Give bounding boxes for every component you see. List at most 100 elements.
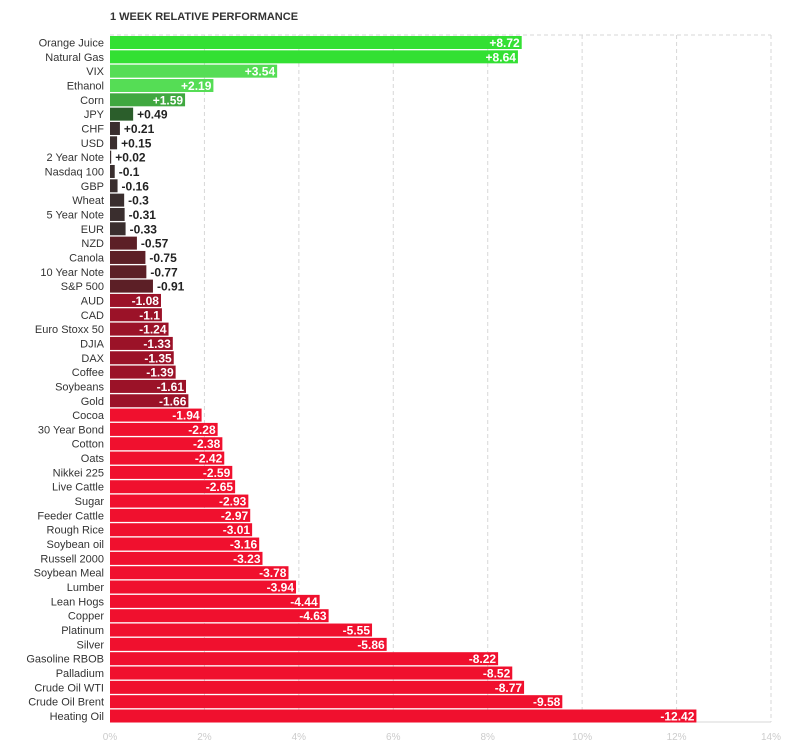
category-label: Canola	[69, 252, 105, 264]
category-label: 30 Year Bond	[38, 424, 104, 436]
x-tick-label: 14%	[761, 732, 781, 741]
bar-row: Gasoline RBOB -8.22	[26, 652, 499, 666]
bar-row: EUR -0.33	[81, 222, 157, 236]
bar	[110, 365, 176, 379]
value-label: -3.23	[233, 552, 261, 566]
value-label: -2.42	[195, 452, 223, 466]
bar-row: Palladium -8.52	[56, 666, 513, 681]
value-label: -8.77	[495, 681, 523, 695]
category-label: DJIA	[80, 338, 105, 350]
category-label: Soybeans	[55, 381, 104, 393]
bar-row: Orange Juice +8.72	[39, 36, 522, 50]
bar	[110, 637, 387, 651]
bar-row: S&P 500 -0.91	[61, 279, 185, 294]
bar	[110, 537, 260, 551]
value-label: -4.44	[290, 595, 318, 609]
value-label: +0.02	[115, 151, 146, 165]
bar-row: 30 Year Bond -2.28	[38, 422, 218, 437]
bar	[110, 494, 249, 508]
bar-row: Platinum -5.55	[61, 623, 373, 638]
bar-row: CHF +0.21	[81, 122, 154, 136]
category-label: Gold	[81, 396, 104, 408]
value-label: -2.65	[206, 480, 234, 494]
bar	[110, 508, 251, 522]
value-label: -3.78	[259, 566, 287, 580]
category-label: Corn	[80, 95, 104, 107]
bar	[110, 580, 297, 594]
bar	[110, 379, 187, 393]
bar	[110, 566, 289, 580]
bar-row: GBP -0.16	[81, 179, 149, 193]
bar-row: Ethanol +2.19	[67, 78, 214, 93]
category-label: Rough Rice	[47, 525, 104, 537]
bar	[110, 136, 118, 150]
value-label: -1.35	[144, 351, 172, 365]
bar-row: Nikkei 225 -2.59	[53, 465, 233, 480]
value-label: -0.75	[149, 251, 177, 265]
category-label: CAD	[81, 310, 104, 322]
bar	[110, 93, 186, 107]
bar	[110, 222, 126, 236]
bar	[110, 64, 278, 78]
category-label: Cotton	[72, 439, 104, 451]
bar	[110, 623, 373, 637]
category-label: S&P 500	[61, 281, 104, 293]
bar-row: Crude Oil Brent -9.58	[28, 695, 563, 709]
category-label: USD	[81, 138, 104, 150]
category-label: Nikkei 225	[53, 467, 104, 479]
bar-row: JPY +0.49	[84, 107, 168, 122]
category-label: Crude Oil Brent	[28, 697, 104, 709]
value-label: -1.24	[139, 323, 167, 337]
category-label: Soybean oil	[47, 539, 105, 551]
bar-row: Euro Stoxx 50 -1.24	[35, 322, 169, 337]
bar	[110, 236, 137, 250]
category-label: Russell 2000	[40, 553, 104, 565]
value-label: -3.94	[267, 581, 295, 595]
value-label: -1.61	[157, 380, 185, 394]
bar	[110, 150, 112, 164]
category-label: Natural Gas	[45, 52, 104, 64]
bar-row: Oats -2.42	[81, 451, 225, 466]
category-label: DAX	[81, 353, 104, 365]
bar	[110, 121, 120, 135]
value-label: -2.59	[203, 466, 231, 480]
value-label: -0.3	[128, 194, 149, 208]
category-label: Wheat	[72, 195, 104, 207]
value-label: -1.33	[143, 337, 171, 351]
value-label: -1.94	[172, 409, 200, 423]
value-label: -12.42	[660, 710, 694, 724]
category-label: CHF	[81, 123, 104, 135]
category-label: EUR	[81, 224, 104, 236]
value-label: -0.77	[150, 265, 178, 279]
bar	[110, 422, 218, 436]
bar-row: Cocoa -1.94	[72, 408, 202, 423]
value-label: +3.54	[245, 65, 276, 79]
category-label: NZD	[81, 238, 104, 250]
category-label: Crude Oil WTI	[34, 682, 104, 694]
bar	[110, 207, 125, 221]
bar-row: Copper -4.63	[68, 609, 329, 623]
value-label: +0.49	[137, 108, 168, 122]
bar	[110, 451, 225, 465]
bar-row: USD +0.15	[81, 136, 152, 150]
category-label: Palladium	[56, 668, 104, 680]
bar	[110, 523, 253, 537]
category-label: 10 Year Note	[40, 267, 104, 279]
category-label: Heating Oil	[50, 711, 104, 723]
bar	[110, 78, 214, 92]
bar-row: VIX +3.54	[86, 64, 278, 79]
value-label: -2.38	[193, 437, 221, 451]
value-label: -4.63	[299, 609, 327, 623]
value-label: +0.21	[124, 122, 155, 136]
bar-row: Lean Hogs -4.44	[51, 594, 320, 609]
value-label: -2.28	[188, 423, 216, 437]
category-label: AUD	[81, 295, 104, 307]
bar-row: Gold -1.66	[81, 394, 189, 408]
bar-row: Natural Gas +8.64	[45, 50, 518, 64]
value-label: +1.59	[153, 93, 184, 107]
value-label: -8.22	[469, 652, 497, 666]
value-label: -0.1	[119, 165, 140, 179]
bar-layer: Orange Juice +8.72 Natural Gas +8.64 VIX +3.5…	[26, 36, 697, 724]
value-label: -5.55	[343, 624, 371, 638]
bar-row: DAX -1.35	[81, 351, 174, 365]
